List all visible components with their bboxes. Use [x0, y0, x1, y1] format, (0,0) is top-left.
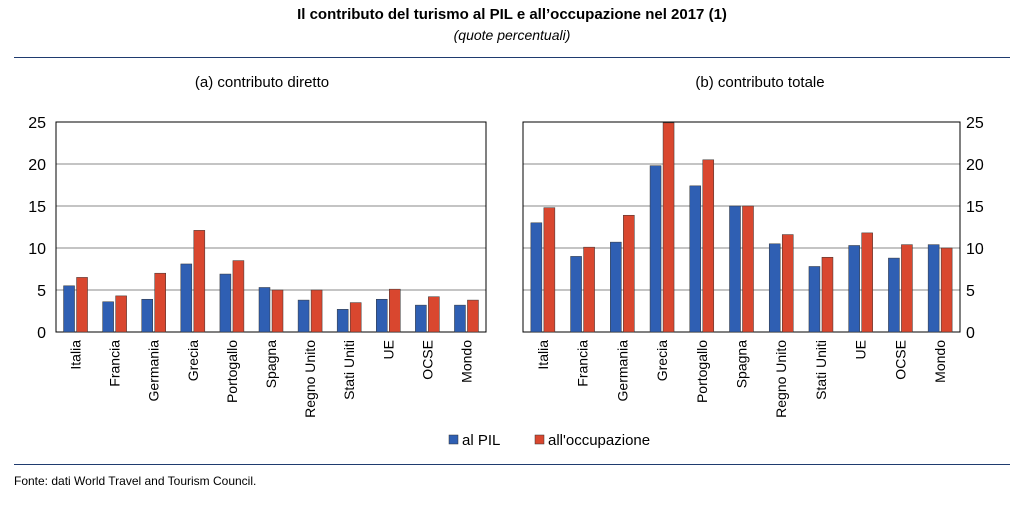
panel-title: (b) contributo totale: [695, 74, 824, 91]
legend-label: al PIL: [462, 432, 500, 449]
bar-pil: [297, 299, 310, 333]
bar-pil: [454, 304, 466, 333]
bar-occupazione: [349, 302, 362, 333]
bar-occupazione: [232, 260, 245, 333]
bar-occupazione: [901, 244, 913, 333]
legend-label: all'occupazione: [548, 432, 650, 449]
legend-swatch: [448, 434, 459, 445]
bar-pil: [729, 205, 741, 333]
category-label: Spagna: [734, 340, 750, 388]
category-label: UE: [853, 340, 869, 359]
bar-pil: [258, 287, 271, 333]
category-label: Stati Uniti: [813, 340, 829, 400]
category-label: Mondo: [932, 340, 948, 383]
legend-swatch: [534, 434, 545, 445]
y-tick-label: 0: [37, 325, 46, 342]
bar-occupazione: [428, 296, 440, 333]
source-note: Fonte: dati World Travel and Tourism Cou…: [14, 474, 257, 488]
y-tick-label: 5: [966, 283, 975, 300]
bar-pil: [570, 256, 582, 333]
bar-pil: [180, 263, 193, 333]
bar-pil: [219, 273, 232, 333]
bar-pil: [376, 298, 388, 333]
chart-subtitle: (quote percentuali): [453, 27, 571, 43]
bar-occupazione: [310, 289, 323, 333]
bar-occupazione: [623, 214, 635, 333]
bar-pil: [848, 245, 860, 333]
category-label: Italia: [68, 340, 84, 370]
bar-pil: [336, 309, 349, 333]
bar-pil: [415, 304, 427, 333]
y-tick-label: 20: [28, 157, 46, 174]
bar-pil: [610, 241, 622, 333]
bar-occupazione: [781, 234, 794, 333]
category-label: Portogallo: [224, 340, 240, 403]
bar-occupazione: [940, 247, 953, 333]
y-tick-label: 15: [28, 199, 46, 216]
y-tick-label: 25: [28, 115, 46, 132]
bar-occupazione: [76, 277, 88, 333]
category-label: Italia: [535, 340, 551, 370]
bar-occupazione: [193, 230, 206, 333]
bar-occupazione: [467, 299, 479, 333]
bar-pil: [888, 257, 900, 333]
bar-pil: [102, 301, 114, 333]
category-label: Portogallo: [694, 340, 710, 403]
y-tick-label: 25: [966, 115, 984, 132]
bar-occupazione: [115, 295, 127, 333]
bar-occupazione: [861, 232, 873, 333]
bar-occupazione: [702, 159, 715, 333]
bar-occupazione: [662, 122, 675, 333]
plot-frame: [522, 121, 961, 333]
y-tick-label: 10: [966, 241, 984, 258]
bar-pil: [927, 244, 940, 333]
category-label: OCSE: [419, 340, 435, 380]
panel-title: (a) contributo diretto: [195, 74, 329, 91]
bar-occupazione: [154, 272, 166, 333]
bar-occupazione: [821, 256, 834, 333]
bar-occupazione: [543, 207, 556, 333]
bar-pil: [141, 298, 153, 333]
category-label: Germania: [614, 340, 630, 402]
category-label: Spagna: [263, 340, 279, 388]
category-label: Francia: [575, 340, 591, 387]
bar-occupazione: [389, 288, 401, 333]
bottom-divider: [14, 464, 1010, 465]
category-label: UE: [380, 340, 396, 359]
category-label: Francia: [107, 340, 123, 387]
category-label: Regno Unito: [773, 340, 789, 418]
bar-pil: [689, 185, 702, 333]
category-label: Germania: [146, 340, 162, 402]
bar-occupazione: [271, 289, 284, 333]
bar-pil: [530, 222, 543, 333]
y-tick-label: 0: [966, 325, 975, 342]
y-tick-label: 5: [37, 283, 46, 300]
bar-pil: [808, 266, 821, 333]
y-tick-label: 10: [28, 241, 46, 258]
bar-occupazione: [742, 205, 754, 333]
top-divider: [14, 57, 1010, 58]
category-label: Mondo: [458, 340, 474, 383]
bar-occupazione: [583, 246, 595, 333]
category-label: Stati Uniti: [341, 340, 357, 400]
bar-pil: [768, 243, 781, 333]
category-label: Regno Unito: [302, 340, 318, 418]
bar-pil: [63, 285, 75, 333]
bar-pil: [649, 165, 662, 333]
category-label: Grecia: [654, 340, 670, 381]
chart-title: Il contributo del turismo al PIL e all’o…: [297, 6, 727, 23]
y-tick-label: 20: [966, 157, 984, 174]
plot-frame: [55, 121, 487, 333]
category-label: OCSE: [892, 340, 908, 380]
y-tick-label: 15: [966, 199, 984, 216]
category-label: Grecia: [185, 340, 201, 381]
